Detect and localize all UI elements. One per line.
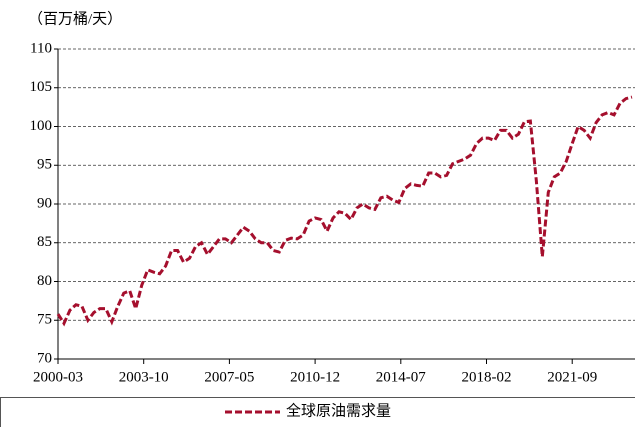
data-line: [56, 95, 633, 327]
y-tick-label: 85: [37, 234, 52, 250]
y-tick-label: 90: [37, 195, 52, 211]
x-tick-label: 2003-10: [119, 369, 169, 385]
y-tick-label: 95: [37, 157, 52, 173]
legend-box: [0, 397, 635, 427]
y-tick-label: 110: [30, 40, 52, 56]
x-tick-label: 2010-12: [290, 369, 340, 385]
y-tick-label: 105: [30, 79, 53, 95]
x-tick-label: 2021-09: [547, 369, 597, 385]
legend-label: 全球原油需求量: [286, 401, 391, 419]
y-axis-unit: （百万桶/天）: [28, 10, 122, 27]
x-tick-label: 2007-05: [204, 369, 254, 385]
x-tick-label: 2018-02: [462, 369, 512, 385]
x-tick-label: 2000-03: [33, 369, 83, 385]
y-tick-label: 100: [30, 118, 53, 134]
y-tick-label: 80: [37, 273, 52, 289]
x-tick-label: 2014-07: [376, 369, 426, 385]
y-tick-label: 75: [37, 312, 52, 328]
y-tick-label: 70: [37, 350, 52, 366]
